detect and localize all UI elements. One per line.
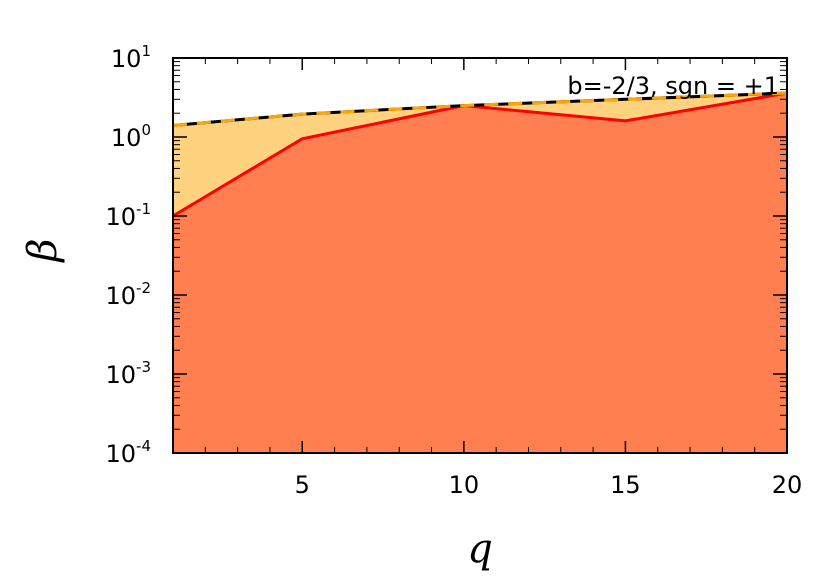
- y-tick-label: 10-4: [105, 437, 151, 468]
- area-fill-0: [173, 93, 787, 454]
- plot-frame: [172, 57, 788, 454]
- y-axis-label: β: [20, 238, 66, 263]
- tick-labels: 5 10 15 20 10-4 10-3 10-2 10-1 100 101: [105, 42, 802, 499]
- x-tick-label: 20: [772, 471, 803, 499]
- y-tick-label: 100: [111, 121, 151, 152]
- area-fills: [173, 93, 787, 454]
- y-tick-label: 101: [111, 42, 151, 73]
- x-tick-label: 5: [295, 471, 310, 499]
- y-tick-label: 10-1: [105, 200, 151, 231]
- annotation: b=-2/3, sgn = +1: [567, 72, 779, 100]
- series-lines: [172, 91, 788, 218]
- series-line-1: [172, 91, 788, 127]
- x-tick-label: 10: [449, 471, 480, 499]
- x-tick-label: 15: [610, 471, 641, 499]
- y-tick-label: 10-3: [105, 358, 151, 389]
- x-axis-label: q: [467, 526, 493, 572]
- y-tick-label: 10-2: [105, 279, 151, 310]
